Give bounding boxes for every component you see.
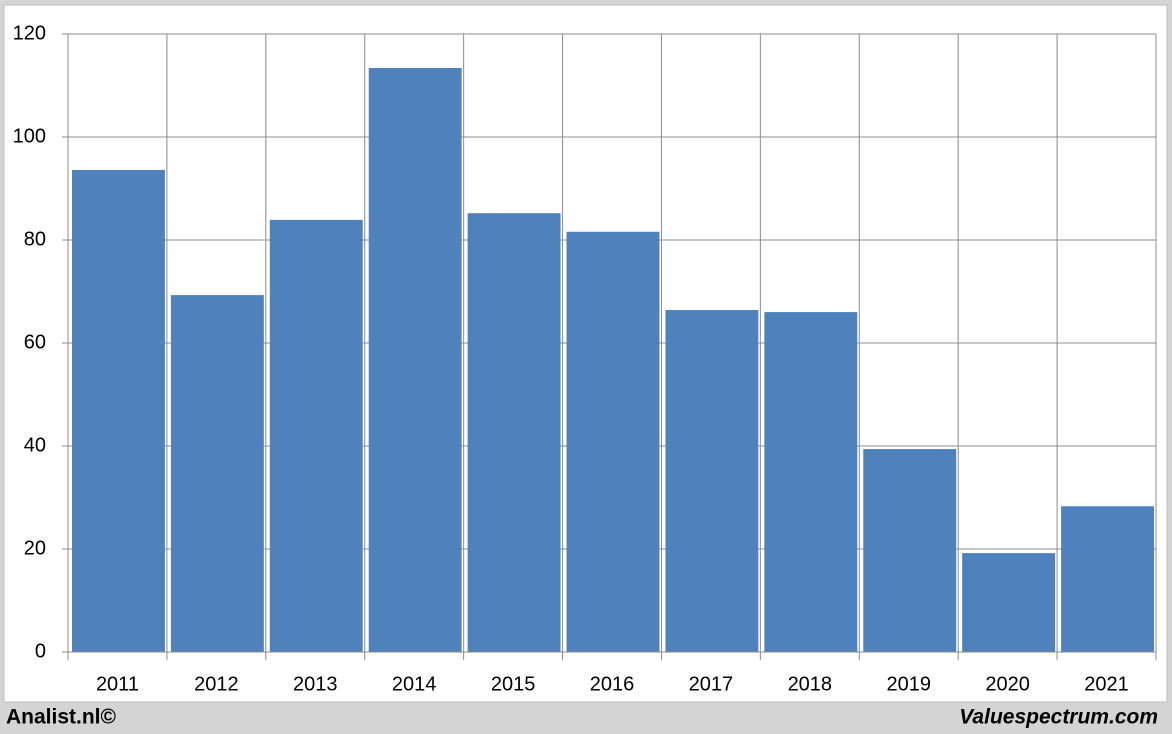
bar xyxy=(764,312,858,652)
x-tick-label: 2011 xyxy=(96,673,139,695)
y-tick-label: 120 xyxy=(13,22,46,44)
y-tick-label: 40 xyxy=(24,434,46,456)
y-tick-label: 20 xyxy=(24,537,46,559)
x-tick-label: 2019 xyxy=(886,673,931,695)
bar xyxy=(1061,506,1154,652)
footer-right: Valuespectrum.com xyxy=(959,706,1158,729)
bar xyxy=(467,213,561,652)
y-tick-label: 0 xyxy=(35,640,46,662)
bar xyxy=(566,231,660,652)
x-tick-label: 2014 xyxy=(392,673,437,695)
x-tick-label: 2013 xyxy=(293,673,338,695)
footer-left: Analist.nl© xyxy=(6,706,117,729)
x-tick-label: 2016 xyxy=(590,673,635,695)
bar xyxy=(962,553,1056,652)
bar xyxy=(665,310,759,652)
y-tick-label: 80 xyxy=(24,228,46,250)
bar xyxy=(72,169,165,652)
x-tick-label: 2015 xyxy=(491,673,536,695)
y-tick-label: 100 xyxy=(13,125,46,147)
x-tick-label: 2018 xyxy=(788,673,833,695)
bar xyxy=(269,219,363,653)
x-tick-label: 2020 xyxy=(985,673,1030,695)
x-tick-label: 2017 xyxy=(689,673,734,695)
bar xyxy=(368,67,462,653)
x-tick-label: 2021 xyxy=(1084,673,1129,695)
bar xyxy=(863,449,957,652)
bar xyxy=(170,295,264,652)
y-tick-label: 60 xyxy=(24,331,46,353)
x-tick-label: 2012 xyxy=(194,673,239,695)
